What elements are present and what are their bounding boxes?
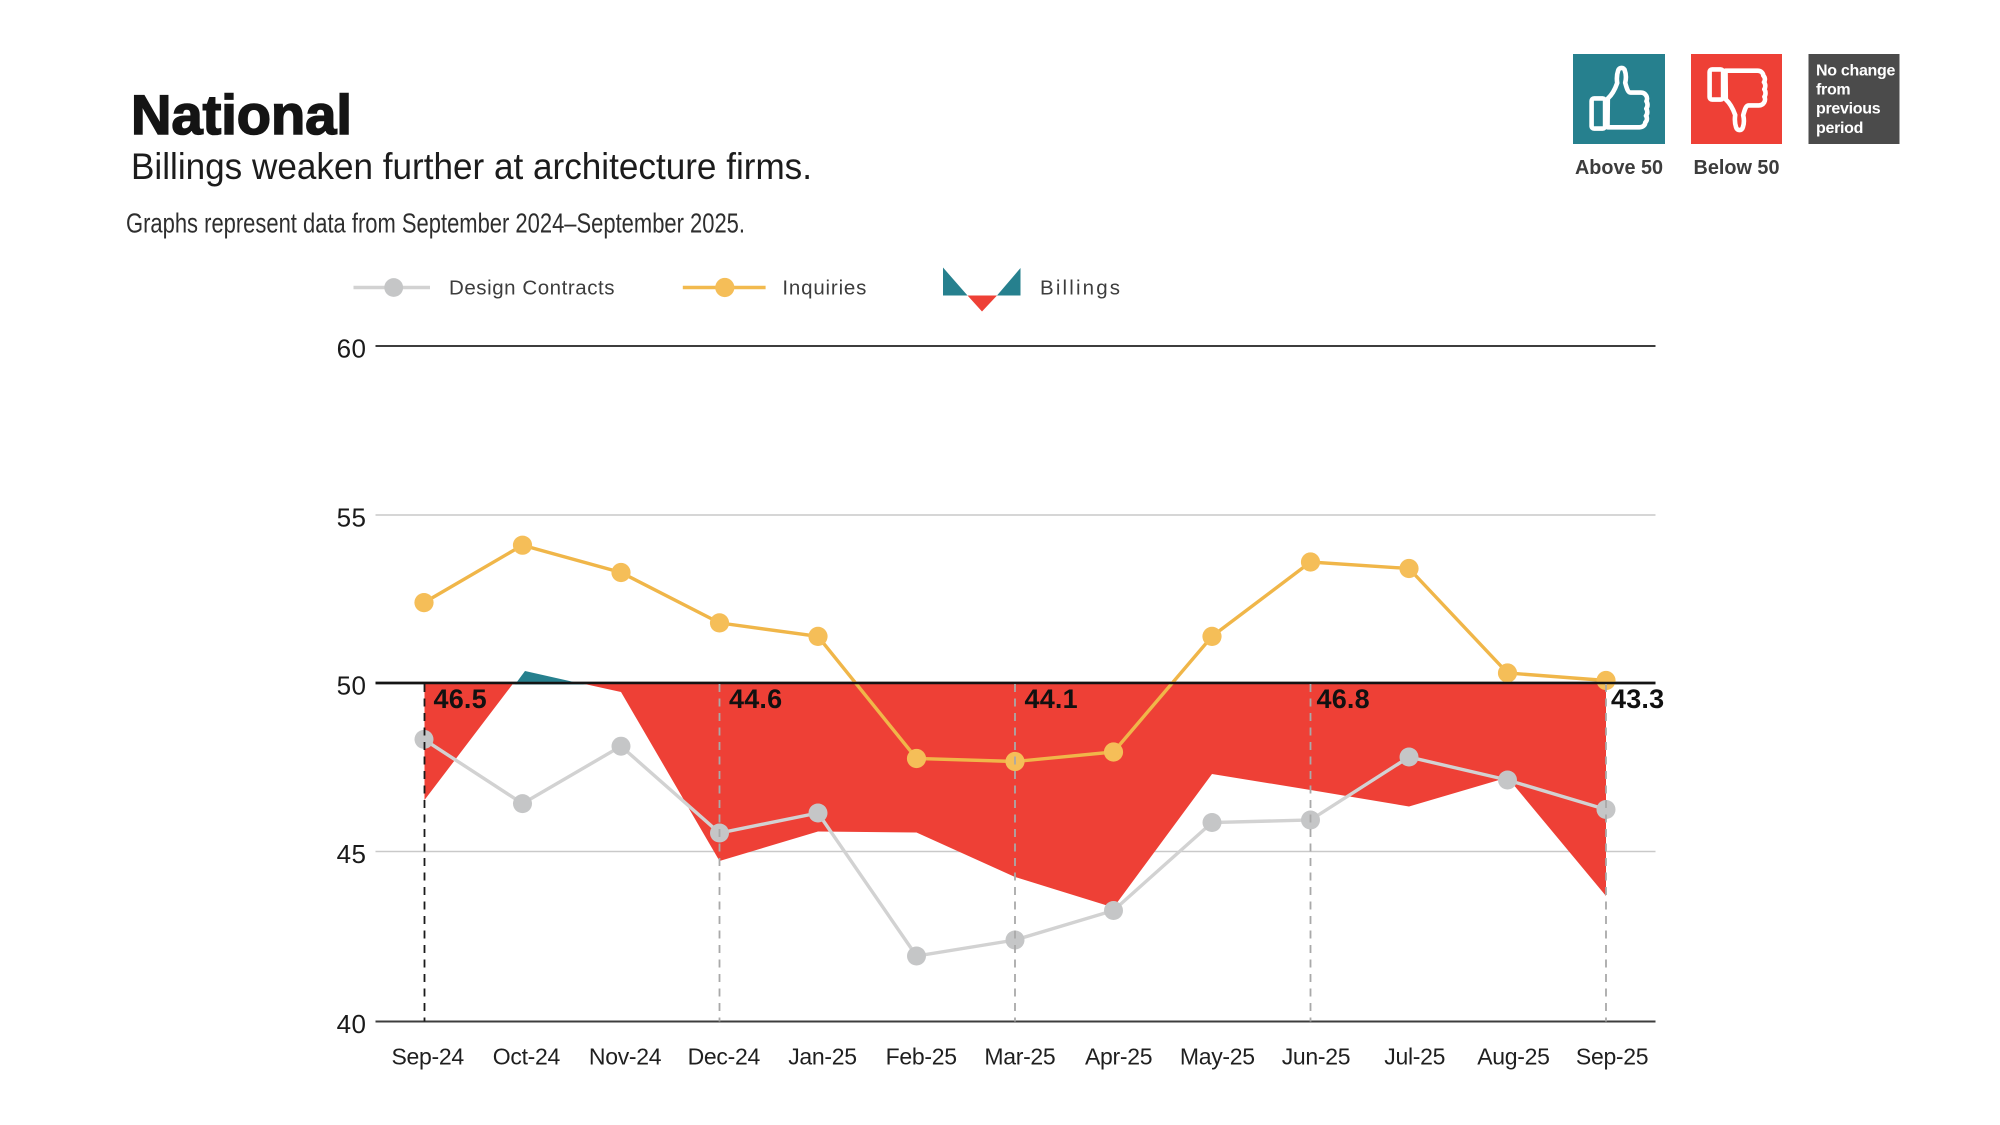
svg-text:Oct-24: Oct-24 bbox=[493, 1044, 561, 1070]
svg-text:Sep-25: Sep-25 bbox=[1576, 1044, 1648, 1070]
svg-text:Billings weaken further at arc: Billings weaken further at architecture … bbox=[131, 146, 812, 187]
svg-text:43.3: 43.3 bbox=[1611, 684, 1664, 714]
svg-text:period: period bbox=[1816, 120, 1863, 137]
svg-text:previous: previous bbox=[1816, 101, 1881, 118]
svg-text:Inquiries: Inquiries bbox=[782, 277, 866, 300]
svg-text:44.1: 44.1 bbox=[1025, 684, 1078, 714]
svg-text:Apr-25: Apr-25 bbox=[1085, 1044, 1152, 1070]
svg-text:50: 50 bbox=[337, 671, 367, 701]
svg-text:60: 60 bbox=[337, 334, 367, 364]
svg-text:Jun-25: Jun-25 bbox=[1282, 1044, 1351, 1070]
svg-text:No change: No change bbox=[1816, 63, 1895, 80]
svg-text:Billings: Billings bbox=[1040, 277, 1120, 300]
svg-text:44.6: 44.6 bbox=[729, 684, 782, 714]
svg-text:Dec-24: Dec-24 bbox=[688, 1044, 761, 1070]
svg-text:55: 55 bbox=[337, 503, 367, 533]
svg-text:Feb-25: Feb-25 bbox=[886, 1044, 957, 1070]
svg-text:Aug-25: Aug-25 bbox=[1477, 1044, 1549, 1070]
svg-text:Nov-24: Nov-24 bbox=[589, 1044, 662, 1070]
svg-text:Jul-25: Jul-25 bbox=[1384, 1044, 1445, 1070]
svg-text:46.8: 46.8 bbox=[1317, 684, 1370, 714]
svg-text:46.5: 46.5 bbox=[434, 684, 487, 714]
svg-text:from: from bbox=[1816, 82, 1850, 99]
svg-text:Design Contracts: Design Contracts bbox=[449, 277, 615, 300]
svg-text:Above 50: Above 50 bbox=[1575, 157, 1663, 179]
svg-text:Mar-25: Mar-25 bbox=[984, 1044, 1055, 1070]
svg-text:40: 40 bbox=[337, 1009, 367, 1039]
svg-text:Below 50: Below 50 bbox=[1694, 157, 1780, 179]
svg-text:National: National bbox=[131, 83, 352, 146]
svg-text:Graphs represent data from Sep: Graphs represent data from September 202… bbox=[126, 208, 745, 239]
svg-text:May-25: May-25 bbox=[1180, 1044, 1255, 1070]
svg-text:Sep-24: Sep-24 bbox=[392, 1044, 465, 1070]
svg-text:Jan-25: Jan-25 bbox=[788, 1044, 857, 1070]
svg-text:45: 45 bbox=[337, 839, 367, 869]
